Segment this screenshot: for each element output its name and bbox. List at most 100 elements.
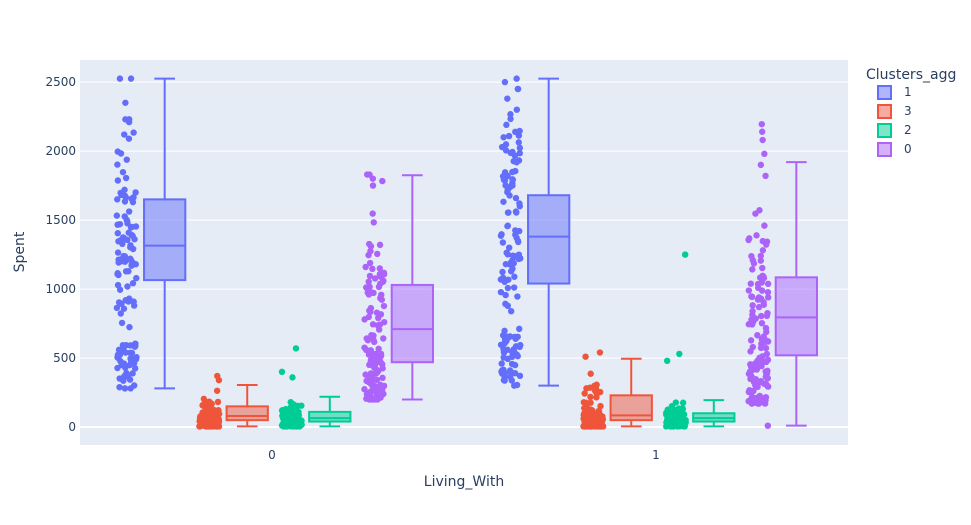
series-3-box[interactable] (225, 383, 269, 428)
data-point (512, 167, 519, 175)
data-point (380, 302, 388, 310)
data-point (764, 382, 771, 390)
data-point (379, 374, 386, 382)
data-point (669, 412, 677, 420)
data-point (762, 324, 770, 332)
data-point (371, 338, 378, 346)
series-2-box[interactable] (308, 395, 352, 428)
data-point (130, 298, 137, 306)
legend-label: 1 (904, 85, 912, 99)
data-point (501, 78, 509, 86)
data-point (114, 196, 121, 203)
data-point (126, 323, 133, 331)
data-point (362, 346, 370, 354)
data-point (500, 134, 507, 141)
legend-item-0[interactable]: 0 (877, 142, 912, 157)
data-point (117, 310, 124, 317)
data-point (130, 382, 138, 389)
data-point (500, 198, 507, 205)
data-point (582, 353, 589, 360)
data-point (371, 394, 379, 402)
data-point (748, 252, 755, 260)
data-point (113, 212, 121, 219)
legend-item-3[interactable]: 3 (877, 104, 912, 119)
legend[interactable]: Clusters_agg 1 3 2 0 (866, 67, 956, 157)
data-point (200, 416, 208, 424)
data-point (757, 344, 765, 352)
data-point (498, 143, 506, 151)
data-point (373, 309, 381, 316)
data-point (764, 280, 772, 288)
data-point (762, 394, 770, 401)
data-point (745, 236, 752, 244)
data-point (361, 386, 368, 393)
data-point (747, 280, 754, 287)
data-point (121, 258, 129, 265)
y-tick-label: 500 (53, 351, 76, 365)
data-point (114, 364, 121, 372)
data-point (361, 316, 368, 323)
y-tick-label: 2500 (45, 75, 76, 89)
legend-label: 2 (904, 123, 912, 137)
data-point (115, 238, 122, 245)
data-point (377, 394, 384, 401)
data-point (676, 408, 683, 415)
data-point (747, 348, 754, 355)
data-point (125, 298, 132, 305)
data-point (114, 148, 121, 155)
data-point (128, 223, 136, 231)
data-point (369, 175, 377, 182)
data-point (676, 420, 683, 428)
data-point (514, 293, 521, 300)
data-point (505, 132, 513, 140)
data-point (503, 121, 510, 129)
data-point (514, 85, 522, 93)
data-point (114, 270, 121, 278)
data-point (762, 344, 770, 352)
box-iqr (390, 283, 434, 364)
data-point (582, 420, 590, 427)
legend-item-2[interactable]: 2 (877, 123, 912, 138)
data-point (507, 149, 514, 157)
data-point (374, 322, 382, 329)
data-point (587, 370, 594, 377)
data-point (116, 383, 123, 391)
series-1-box[interactable] (527, 77, 571, 387)
data-point (754, 332, 761, 339)
series-0-points (361, 171, 388, 403)
legend-item-1[interactable]: 1 (877, 85, 912, 100)
data-point (509, 176, 516, 183)
data-point (507, 259, 515, 266)
data-point (378, 296, 386, 303)
data-point (380, 382, 388, 390)
data-point (760, 273, 767, 280)
data-point (510, 284, 518, 291)
data-point (512, 194, 520, 202)
data-point (363, 335, 370, 342)
series-1-box[interactable] (143, 77, 187, 390)
series-3-box[interactable] (609, 357, 653, 428)
data-point (286, 409, 293, 417)
data-point (500, 376, 508, 384)
data-point (512, 343, 520, 350)
series-2-box[interactable] (692, 399, 736, 428)
data-point (114, 249, 122, 256)
jitter-points (113, 75, 772, 430)
data-point (367, 347, 375, 354)
series-0-box[interactable] (390, 174, 434, 401)
data-point (764, 367, 771, 374)
legend-label: 0 (904, 142, 912, 156)
data-point (127, 242, 134, 249)
data-point (287, 404, 295, 411)
data-point (374, 250, 381, 258)
data-point (125, 118, 133, 126)
data-point (764, 309, 771, 317)
series-0-box[interactable] (774, 161, 818, 427)
data-point (512, 208, 520, 215)
data-point (129, 198, 137, 206)
data-point (764, 422, 772, 429)
data-point (599, 415, 606, 422)
data-point (504, 251, 511, 258)
data-point (369, 210, 376, 217)
data-point (365, 390, 372, 397)
